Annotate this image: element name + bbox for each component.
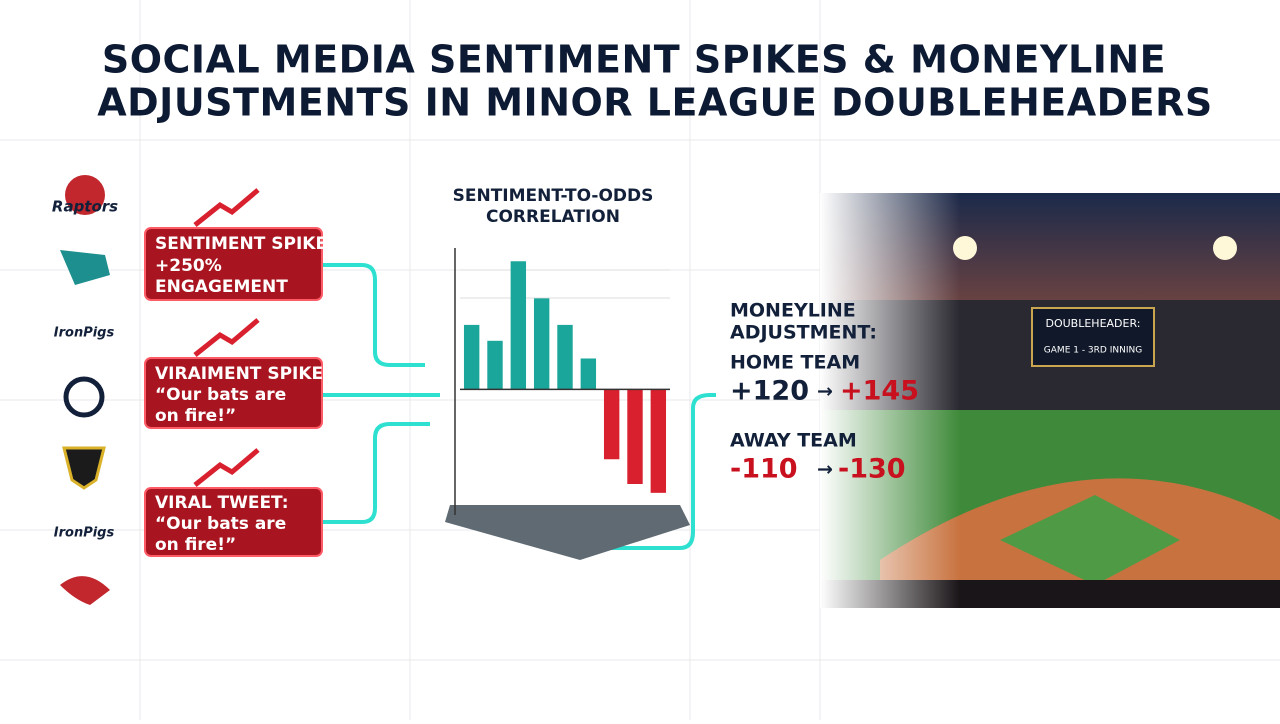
logo-text: IronPigs (54, 526, 115, 541)
bar (533, 298, 550, 390)
bar (463, 324, 480, 390)
odds-to: +145 (840, 376, 919, 407)
callout-text: ENGAGEMENT (155, 277, 288, 297)
team-label: HOME TEAM (730, 352, 860, 374)
odds-arrow: → (817, 381, 833, 403)
odds-from: +120 (730, 376, 809, 407)
odds-from: -110 (730, 454, 798, 485)
logo-text: IronPigs (54, 326, 115, 341)
scoreboard-text: DOUBLEHEADER: (1046, 317, 1141, 330)
bar (603, 389, 620, 460)
bar (557, 324, 573, 390)
bar-chart: SENTIMENT-TO-ODDS CORRELATION (445, 186, 690, 560)
callout-text: on fire!” (155, 535, 236, 555)
moneyline-title: ADJUSTMENT: (730, 322, 877, 344)
team-label: AWAY TEAM (730, 430, 857, 452)
callout-text: VIRAL TWEET: (155, 493, 289, 513)
scoreboard-text: GAME 1 - 3RD INNING (1044, 346, 1142, 356)
callout-text: “Our bats are (155, 385, 286, 405)
logo-text: Raptors (52, 198, 118, 216)
title-line: ADJUSTMENTS IN MINOR LEAGUE DOUBLEHEADER… (97, 81, 1213, 125)
bar (650, 389, 667, 493)
callout-text: on fire!” (155, 406, 236, 426)
callouts: SENTIMENT SPIKE: +250% ENGAGEMENT VIRAIM… (144, 188, 716, 557)
bar (487, 340, 503, 390)
chart-title: CORRELATION (486, 207, 620, 227)
title-line: SOCIAL MEDIA SENTIMENT SPIKES & MONEYLIN… (102, 38, 1166, 82)
odds-arrow: → (817, 459, 833, 481)
moneyline-title: MONEYLINE (730, 300, 856, 322)
callout-text: SENTIMENT SPIKE: (155, 234, 334, 254)
bar (580, 358, 597, 390)
bar (510, 261, 527, 390)
odds-to: -130 (838, 454, 906, 485)
callout-text: “Our bats are (155, 514, 286, 534)
stadium-image: DOUBLEHEADER: GAME 1 - 3RD INNING (820, 193, 1280, 608)
callout-text: VIRAIMENT SPIKE: (155, 364, 330, 384)
team-logos: Raptors IronPigs IronPigs (52, 175, 118, 605)
bar (627, 389, 643, 484)
chart-title: SENTIMENT-TO-ODDS (453, 186, 654, 206)
callout-text: +250% (155, 256, 222, 276)
moneyline-panel: MONEYLINE ADJUSTMENT: HOME TEAM +120 → +… (730, 300, 919, 485)
